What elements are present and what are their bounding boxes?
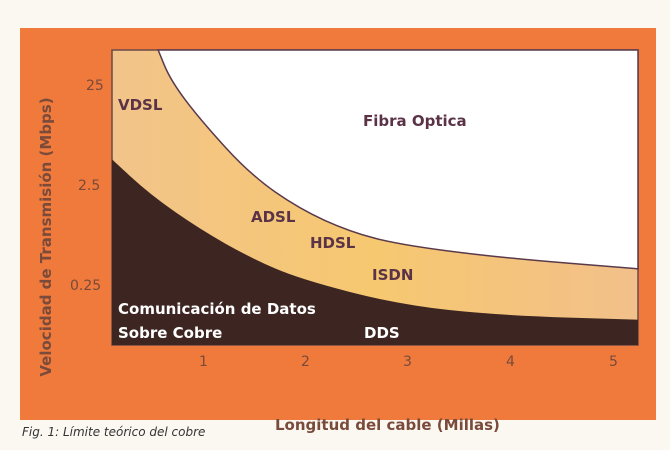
- label-vdsl: VDSL: [118, 96, 163, 114]
- x-tick-5: 5: [609, 354, 618, 370]
- x-axis-label: Longitud del cable (Millas): [275, 416, 500, 434]
- label-isdn: ISDN: [372, 266, 414, 284]
- label-hdsl: HDSL: [310, 234, 356, 252]
- x-tick-1: 1: [199, 354, 208, 370]
- label-adsl: ADSL: [251, 208, 296, 226]
- label-comunicacion: Comunicación de Datos: [118, 300, 316, 318]
- x-tick-4: 4: [506, 354, 515, 370]
- y-tick-2.5: 2.5: [78, 178, 101, 194]
- data-comm-region: [112, 159, 638, 345]
- fiber-region: [157, 49, 639, 270]
- chart-plot: [111, 49, 639, 346]
- y-axis-label: Velocidad de Transmisión (Mbps): [37, 97, 55, 377]
- x-tick-3: 3: [403, 354, 412, 370]
- label-sobre-cobre: Sobre Cobre: [118, 324, 223, 342]
- y-tick-0.25: 0.25: [70, 278, 102, 294]
- chart-panel: 25 2.5 0.25 1 2 3 4 5 Fibra Optica VDSL …: [20, 28, 656, 434]
- figure-caption: Fig. 1: Límite teórico del cobre: [22, 425, 206, 439]
- y-tick-25: 25: [86, 78, 104, 94]
- x-tick-2: 2: [301, 354, 310, 370]
- label-fibra-optica: Fibra Optica: [363, 112, 467, 130]
- label-dds: DDS: [364, 324, 400, 342]
